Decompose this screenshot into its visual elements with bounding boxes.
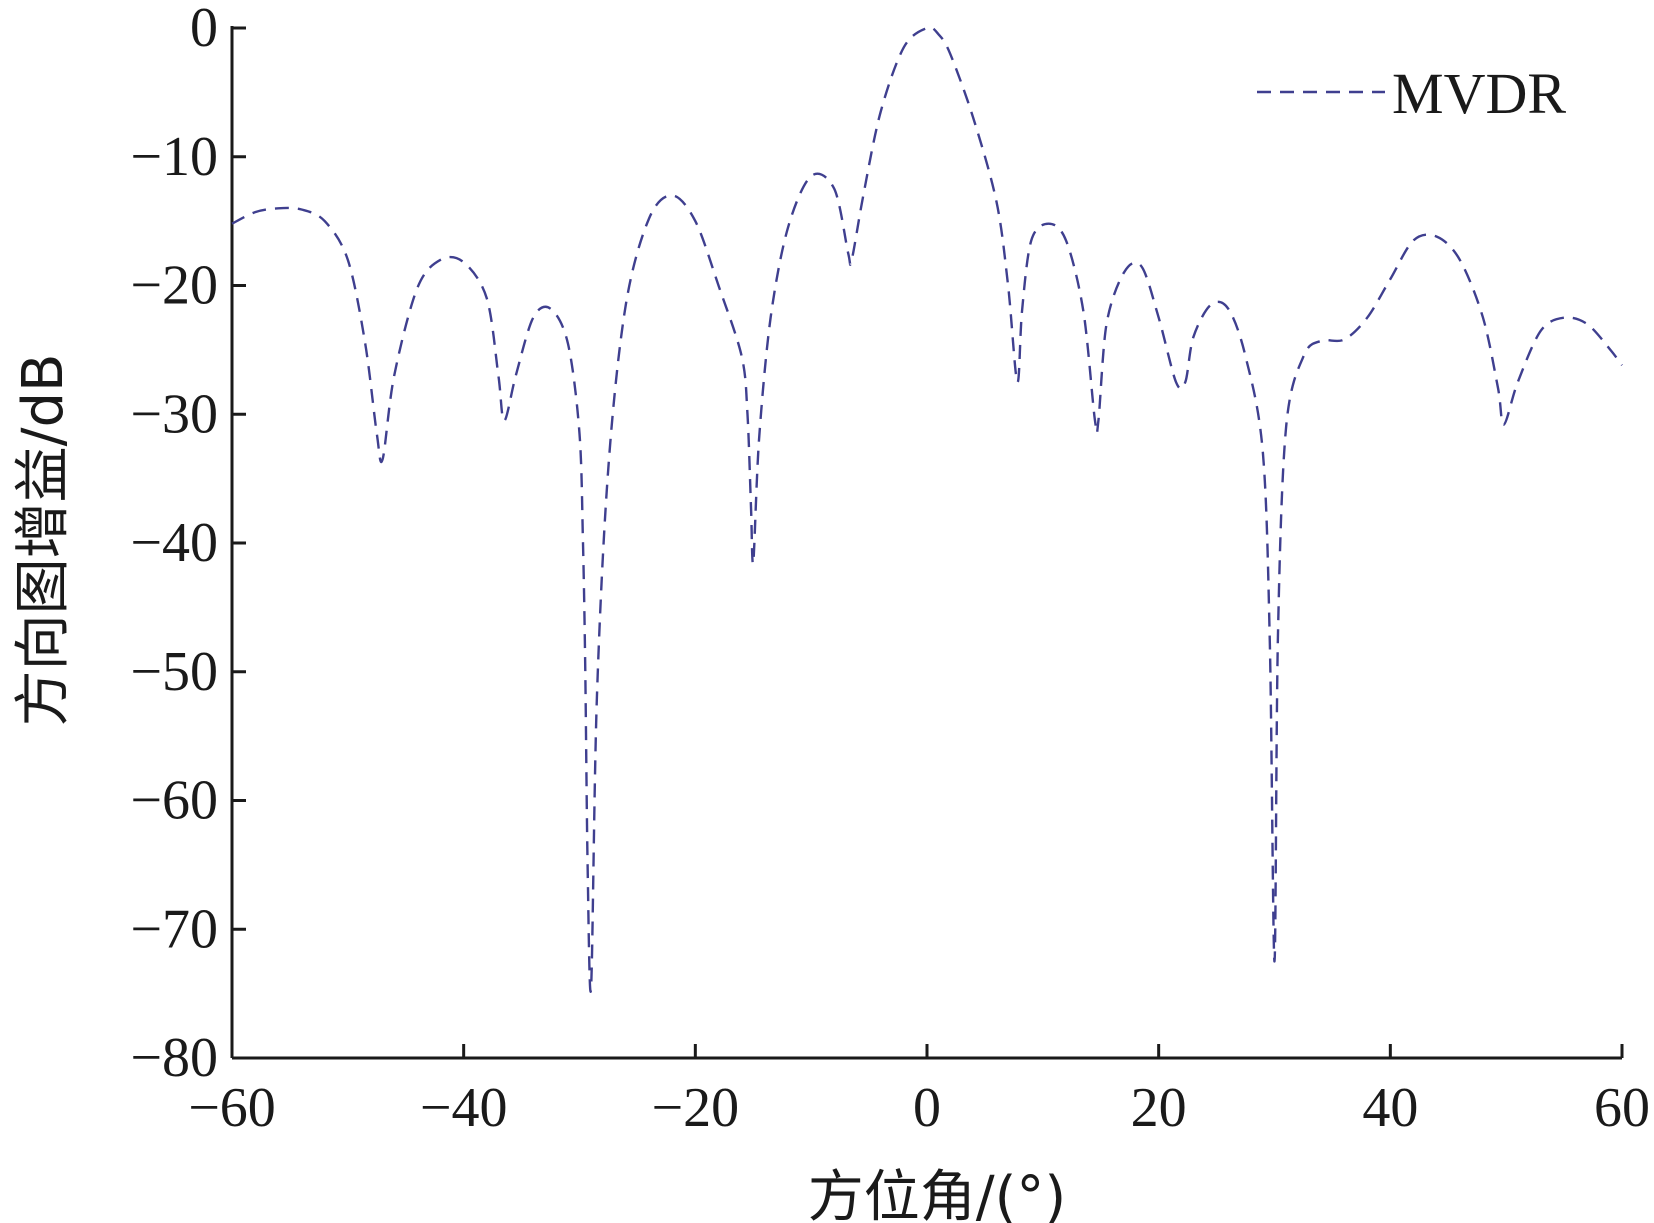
axes bbox=[230, 26, 1622, 1060]
x-tick-label: −60 bbox=[188, 1077, 276, 1139]
series-line-mvdr bbox=[231, 26, 1623, 993]
x-tick-label: 60 bbox=[1594, 1077, 1650, 1139]
y-tick-label: −60 bbox=[130, 770, 218, 832]
x-ticks: −60 −40 −20 0 20 40 60 bbox=[188, 1044, 1650, 1139]
y-tick-label: −70 bbox=[130, 898, 218, 960]
x-tick-label: 20 bbox=[1131, 1077, 1187, 1139]
y-tick-label: 0 bbox=[190, 0, 218, 59]
y-tick-label: −50 bbox=[130, 641, 218, 703]
y-tick-label: −30 bbox=[130, 383, 218, 445]
y-tick-label: −80 bbox=[130, 1027, 218, 1089]
y-tick-label: −20 bbox=[130, 255, 218, 317]
legend-label-mvdr: MVDR bbox=[1392, 61, 1566, 126]
y-tick-label: −10 bbox=[130, 126, 218, 188]
legend: MVDR bbox=[1257, 61, 1566, 126]
x-axis-title: 方位角/(°) bbox=[808, 1165, 1067, 1223]
y-axis-title: 方向图增益/dB bbox=[11, 354, 76, 727]
x-tick-label: −40 bbox=[420, 1077, 508, 1139]
y-tick-label: −40 bbox=[130, 512, 218, 574]
x-tick-label: −20 bbox=[652, 1077, 740, 1139]
x-tick-label: 0 bbox=[913, 1077, 941, 1139]
series-layer bbox=[231, 26, 1623, 993]
x-tick-label: 40 bbox=[1362, 1077, 1418, 1139]
y-ticks: 0 −10 −20 −30 −40 −50 −60 −70 −80 bbox=[130, 0, 246, 1089]
